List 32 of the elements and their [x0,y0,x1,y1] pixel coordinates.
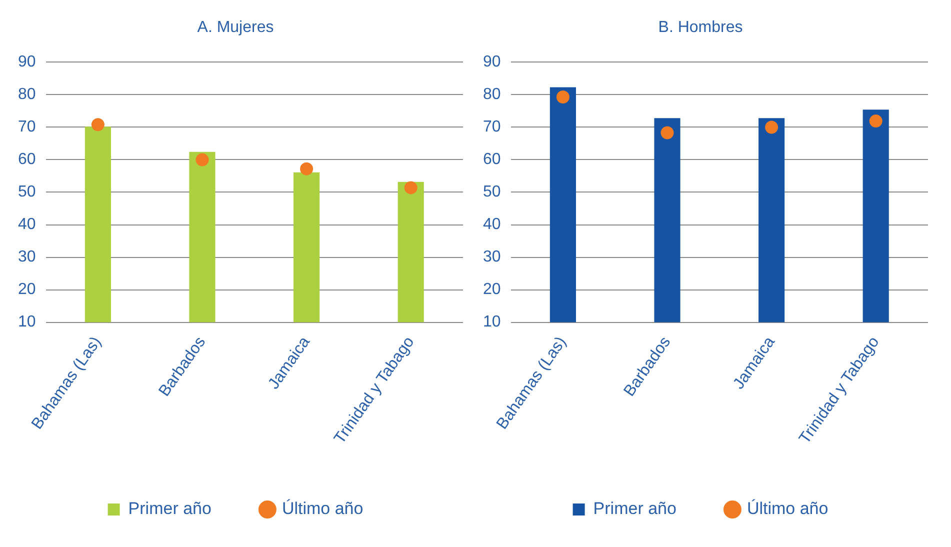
legend-label: Último año [282,499,364,518]
point [869,114,882,128]
y-tick-label: 20 [483,281,501,298]
chart-title: A. Mujeres [197,19,274,36]
y-tick-label: 60 [483,151,501,168]
point [300,162,314,176]
legend-label: Último año [746,499,828,518]
y-tick-label: 50 [18,184,36,201]
point [91,118,104,132]
y-tick-label: 10 [18,314,36,331]
y-tick-label: 10 [483,314,501,331]
chart-title: B. Hombres [658,19,743,36]
legend-label: Primer año [593,499,676,518]
y-tick-label: 40 [18,216,36,234]
point [765,120,778,134]
y-tick-label: 30 [483,248,501,266]
y-tick-label: 50 [483,184,501,201]
y-tick-label: 70 [483,118,501,136]
point [196,153,209,166]
point [660,126,674,140]
y-tick-label: 70 [18,118,36,136]
y-tick-label: 80 [18,86,36,104]
y-tick-label: 20 [18,281,36,298]
y-tick-label: 90 [18,54,36,71]
y-tick-label: 80 [483,86,501,104]
point [404,181,418,194]
y-tick-label: 90 [483,54,501,71]
y-tick-label: 40 [483,216,501,234]
y-tick-label: 60 [18,151,36,168]
y-tick-label: 30 [18,248,36,266]
legend-label: Primer año [128,499,212,518]
point [556,90,570,104]
